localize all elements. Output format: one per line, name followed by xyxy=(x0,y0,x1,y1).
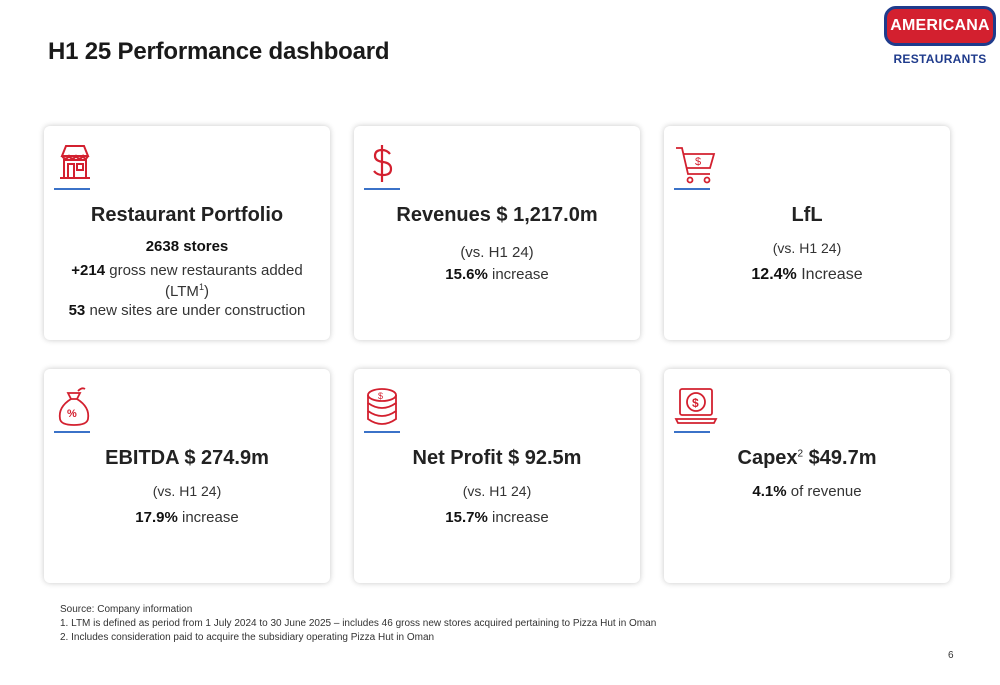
footnote-2: 2. Includes consideration paid to acquir… xyxy=(60,632,435,643)
footnote-1: 1. LTM is defined as period from 1 July … xyxy=(60,618,657,629)
card-net-profit: $ Net Profit $ 92.5m (vs. H1 24) 15.7% i… xyxy=(354,369,640,583)
ltm-line: (LTM1) xyxy=(165,282,209,300)
card-title: Net Profit $ 92.5m xyxy=(412,447,582,469)
icon-underline xyxy=(364,431,400,433)
comparison-label: (vs. H1 24) xyxy=(462,483,532,499)
svg-text:$: $ xyxy=(692,396,699,410)
dollar-icon xyxy=(364,140,404,192)
icon-underline xyxy=(674,431,710,433)
capex-share-line: 4.1% of revenue xyxy=(752,483,862,500)
card-ebitda: % EBITDA $ 274.9m (vs. H1 24) 17.9% incr… xyxy=(44,369,330,583)
storefront-icon xyxy=(54,140,94,192)
store-count: 2638 stores xyxy=(145,238,229,255)
page-number: 6 xyxy=(948,650,954,661)
logo-subtitle: RESTAURANTS xyxy=(893,52,987,66)
card-title: EBITDA $ 274.9m xyxy=(105,447,269,469)
growth-line: 17.9% increase xyxy=(135,509,239,526)
icon-underline xyxy=(364,188,400,190)
shopping-cart-icon: $ xyxy=(674,140,716,192)
card-title: LfL xyxy=(791,204,823,226)
new-restaurants-line: +214 gross new restaurants added xyxy=(71,262,303,279)
source-note: Source: Company information xyxy=(60,604,193,615)
icon-underline xyxy=(674,188,710,190)
under-construction-line: 53 new sites are under construction xyxy=(68,302,306,319)
card-restaurant-portfolio: Restaurant Portfolio 2638 stores +214 gr… xyxy=(44,126,330,340)
icon-underline xyxy=(54,431,90,433)
growth-line: 15.6% increase xyxy=(445,266,549,283)
money-bag-icon: % xyxy=(54,383,94,435)
growth-line: 15.7% increase xyxy=(445,509,549,526)
icon-underline xyxy=(54,188,90,190)
card-capex: $ Capex2 $49.7m 4.1% of revenue xyxy=(664,369,950,583)
comparison-label: (vs. H1 24) xyxy=(460,244,534,261)
svg-text:$: $ xyxy=(378,391,383,401)
card-title: Revenues $ 1,217.0m xyxy=(396,204,598,226)
card-lfl: $ LfL (vs. H1 24) 12.4% Increase xyxy=(664,126,950,340)
comparison-label: (vs. H1 24) xyxy=(772,240,842,256)
footnotes: Source: Company information 1. LTM is de… xyxy=(60,603,656,645)
comparison-label: (vs. H1 24) xyxy=(152,483,222,499)
americana-logo: AMERICANA RESTAURANTS xyxy=(884,6,996,68)
laptop-dollar-icon: $ xyxy=(674,383,718,435)
svg-text:%: % xyxy=(67,408,77,420)
growth-line: 12.4% Increase xyxy=(751,266,863,283)
card-revenues: Revenues $ 1,217.0m (vs. H1 24) 15.6% in… xyxy=(354,126,640,340)
logo-wordmark: AMERICANA xyxy=(884,6,996,46)
card-title: Capex2 $49.7m xyxy=(737,447,877,469)
svg-text:$: $ xyxy=(695,156,701,168)
coin-stack-icon: $ xyxy=(364,383,404,435)
card-title: Restaurant Portfolio xyxy=(90,204,284,226)
page-title: H1 25 Performance dashboard xyxy=(48,38,390,65)
